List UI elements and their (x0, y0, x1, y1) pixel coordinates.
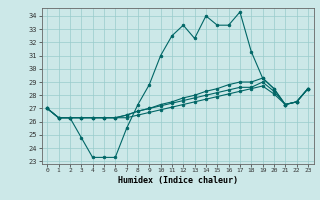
X-axis label: Humidex (Indice chaleur): Humidex (Indice chaleur) (118, 176, 237, 185)
